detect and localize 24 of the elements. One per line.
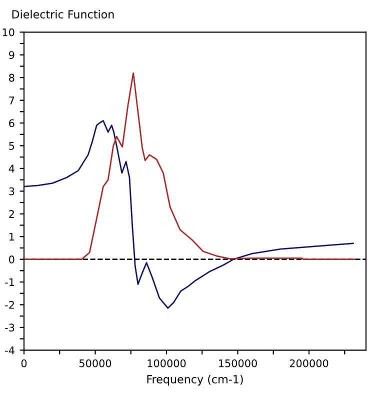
y-tick-label: -4 (5, 346, 14, 354)
y-tick-label: 10 (2, 28, 14, 36)
x-axis-title: Frequency (cm-1) (147, 374, 243, 386)
y-tick-label: 0 (9, 256, 14, 264)
y-tick-label: 3 (9, 187, 14, 196)
chart-title: Dielectric Function (12, 10, 114, 19)
y-tick-label: -1 (5, 278, 14, 286)
y-tick-label: 9 (9, 51, 14, 59)
y-tick-label: 7 (9, 96, 14, 104)
x-tick-label: 200000 (290, 359, 328, 368)
x-tick-label: 50000 (79, 359, 112, 368)
y-tick-label: 4 (8, 164, 14, 172)
line-series (24, 120, 354, 309)
x-tick-label: 0 (21, 359, 27, 368)
y-tick-label: -2 (5, 300, 14, 309)
line-series (24, 72, 356, 260)
x-tick-label: 100000 (148, 359, 186, 368)
y-tick-label: 8 (9, 74, 14, 82)
y-tick-label: 2 (9, 210, 14, 218)
y-tick-label: 6 (9, 119, 14, 128)
x-tick-label: 150000 (219, 359, 257, 368)
y-tick-label: 5 (9, 142, 14, 150)
y-tick-label: -3 (5, 324, 14, 332)
y-tick-label: 1 (9, 232, 14, 241)
